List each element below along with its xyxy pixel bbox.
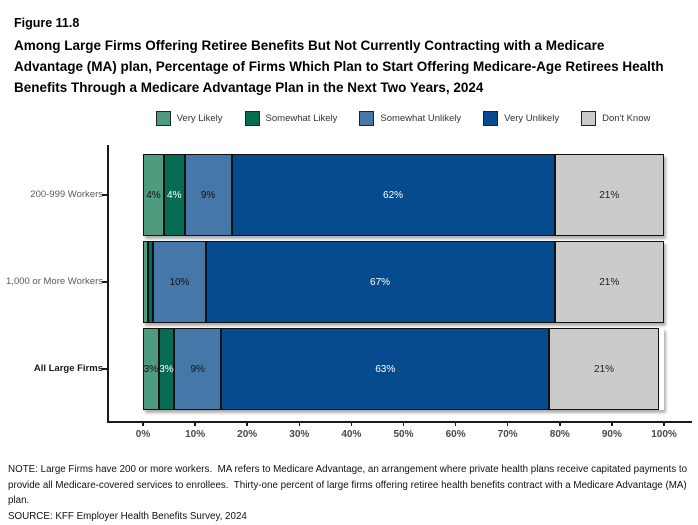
figure-label: Figure 11.8 xyxy=(14,16,80,30)
x-axis-tick xyxy=(559,421,561,426)
bar-segment-label: 21% xyxy=(594,363,615,375)
bar-segment: 21% xyxy=(549,328,659,410)
x-axis-tick-label: 80% xyxy=(549,429,570,440)
bar-segment-label: 62% xyxy=(383,189,404,201)
bar-segment-label: 4% xyxy=(146,189,161,201)
x-axis-tick xyxy=(454,421,457,426)
bar-segment: 21% xyxy=(554,241,664,323)
x-axis-tick-label: 70% xyxy=(497,429,518,440)
legend-item: Somewhat Unlikely xyxy=(359,110,462,126)
bar-segment: 9% xyxy=(184,154,232,236)
x-axis-tick-label: 0% xyxy=(135,429,151,440)
legend: Very Likely Somewhat Likely Somewhat Unlik… xyxy=(108,107,698,129)
legend-swatch xyxy=(244,110,260,126)
legend-label: Somewhat Unlikely xyxy=(380,112,462,124)
x-axis-tick xyxy=(663,421,665,426)
x-axis-tick-label: 90% xyxy=(601,429,622,440)
y-axis-line xyxy=(107,145,109,422)
legend-label: Very Unlikely xyxy=(504,112,560,124)
note-text: NOTE: Large Firms have 200 or more worke… xyxy=(8,464,690,506)
x-axis-line xyxy=(107,421,692,423)
bar-segment-label: 3% xyxy=(143,363,159,375)
legend-swatch xyxy=(581,110,597,126)
y-axis-label: 1,000 or More Workers xyxy=(6,276,103,287)
bar-segment-label: 9% xyxy=(200,189,216,201)
bar-segment: 67% xyxy=(205,241,555,323)
y-axis-tick xyxy=(102,194,107,196)
x-axis-tick xyxy=(246,421,248,426)
y-axis-label: 200-999 Workers xyxy=(30,189,103,200)
chart-area: 4% 4% 9% 62% 21% 200-999 Workers 10% 67% 21% 1,00… xyxy=(0,140,698,462)
x-axis-tick-label: 30% xyxy=(289,429,310,440)
x-axis-tick xyxy=(402,421,405,426)
bar-row: 10% 67% 21% xyxy=(143,241,664,323)
x-axis-tick-label: 40% xyxy=(341,429,362,440)
bar-segment: 4% xyxy=(143,154,164,236)
x-axis-tick-label: 100% xyxy=(651,429,677,440)
source-text: SOURCE: KFF Employer Health Benefits Sur… xyxy=(8,510,247,522)
figure-title: Among Large Firms Offering Retiree Benef… xyxy=(14,38,664,95)
legend-label: Somewhat Likely xyxy=(265,112,338,124)
bar-segment: 62% xyxy=(231,154,555,236)
bar-segment-label: 3% xyxy=(159,363,174,375)
x-axis-tick-label: 50% xyxy=(393,429,414,440)
bar-segment-label: 10% xyxy=(169,276,190,288)
x-axis-tick-label: 60% xyxy=(445,429,466,440)
x-axis-tick xyxy=(142,421,144,426)
legend-label: Very Likely xyxy=(176,112,223,124)
bar-segment-label: 9% xyxy=(190,363,205,375)
bar-segment: 3% xyxy=(158,328,175,410)
legend-item: Somewhat Likely xyxy=(244,110,338,126)
bar-segment xyxy=(143,241,149,323)
legend-swatch xyxy=(359,110,375,126)
bar-segment: 4% xyxy=(163,154,185,236)
x-axis-tick-label: 20% xyxy=(237,429,258,440)
bar-row: 3% 3% 9% 63% 21% xyxy=(143,328,664,410)
y-axis-tick xyxy=(102,368,107,370)
notes: NOTE: Large Firms have 200 or more worke… xyxy=(8,462,696,524)
x-axis-tick-label: 10% xyxy=(185,429,206,440)
bar-segment-label: 21% xyxy=(599,189,620,201)
legend-swatch xyxy=(483,110,499,126)
x-axis-tick xyxy=(194,421,196,426)
legend-item: Very Unlikely xyxy=(483,110,560,126)
bar-segment-label: 21% xyxy=(599,276,620,288)
bar-segment: 10% xyxy=(153,241,206,323)
bar-segment: 3% xyxy=(143,328,159,410)
x-axis-tick xyxy=(611,421,613,426)
legend-label: Don't Know xyxy=(602,112,651,124)
x-axis-tick xyxy=(350,421,353,426)
bar-segment: 9% xyxy=(174,328,222,410)
x-axis-tick xyxy=(506,421,509,426)
bar-segment-label: 4% xyxy=(167,189,182,201)
bar-segment xyxy=(148,241,154,323)
y-axis-tick xyxy=(102,281,107,283)
bar-row: 4% 4% 9% 62% 21% xyxy=(143,154,664,236)
bar-segment-label: 63% xyxy=(375,363,396,375)
y-axis-label: All Large Firms xyxy=(33,363,103,374)
legend-swatch xyxy=(155,110,171,126)
bar-segment: 63% xyxy=(221,328,550,410)
bar-segment: 21% xyxy=(554,154,664,236)
x-axis-tick xyxy=(298,421,301,426)
bar-segment-label: 67% xyxy=(370,276,391,288)
legend-item: Don't Know xyxy=(581,110,651,126)
legend-item: Very Likely xyxy=(155,110,223,126)
